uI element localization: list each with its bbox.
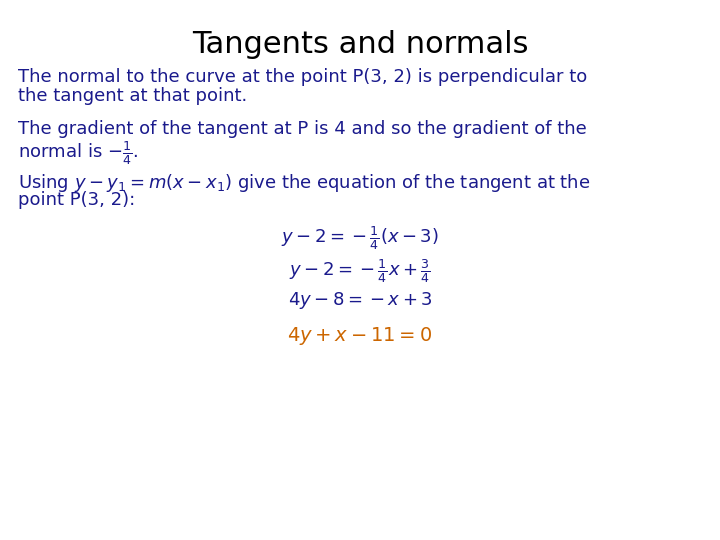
Text: The gradient of the tangent at P is 4 and so the gradient of the: The gradient of the tangent at P is 4 an…: [18, 120, 587, 138]
Text: the tangent at that point.: the tangent at that point.: [18, 87, 247, 105]
Text: normal is $-\frac{1}{4}$.: normal is $-\frac{1}{4}$.: [18, 139, 138, 167]
Text: $4y + x - 11 = 0$: $4y + x - 11 = 0$: [287, 325, 433, 347]
Text: $y - 2 = -\frac{1}{4}x + \frac{3}{4}$: $y - 2 = -\frac{1}{4}x + \frac{3}{4}$: [289, 257, 431, 285]
Text: The normal to the curve at the point P(3, 2) is perpendicular to: The normal to the curve at the point P(3…: [18, 68, 588, 86]
Text: Tangents and normals: Tangents and normals: [192, 30, 528, 59]
Text: $4y - 8 = -x + 3$: $4y - 8 = -x + 3$: [288, 290, 432, 311]
Text: point P(3, 2):: point P(3, 2):: [18, 191, 135, 209]
Text: $y - 2 = -\frac{1}{4}(x - 3)$: $y - 2 = -\frac{1}{4}(x - 3)$: [281, 224, 439, 252]
Text: Using $y - y_1 = m(x - x_1)$ give the equation of the tangent at the: Using $y - y_1 = m(x - x_1)$ give the eq…: [18, 172, 590, 194]
